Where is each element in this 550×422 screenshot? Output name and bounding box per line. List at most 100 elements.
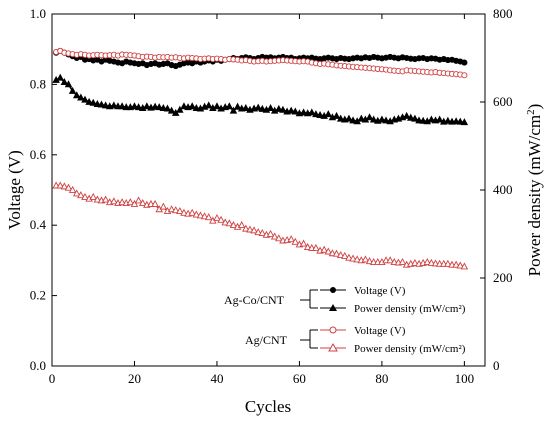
data-point bbox=[138, 199, 147, 207]
data-point bbox=[378, 115, 386, 123]
data-point bbox=[398, 258, 407, 266]
data-point bbox=[159, 104, 168, 112]
data-point bbox=[217, 215, 225, 223]
data-point bbox=[237, 221, 246, 229]
y-tick-label-right: 0 bbox=[493, 358, 500, 373]
data-point bbox=[192, 210, 201, 218]
data-point bbox=[242, 104, 250, 112]
data-point bbox=[159, 202, 168, 210]
data-point bbox=[143, 102, 151, 110]
x-tick-label: 80 bbox=[375, 371, 388, 386]
data-point bbox=[110, 101, 118, 109]
legend-entry-3: Voltage (V) bbox=[354, 325, 406, 337]
data-point bbox=[134, 103, 143, 111]
data-point bbox=[452, 260, 460, 268]
data-point bbox=[68, 185, 77, 193]
data-point bbox=[415, 116, 423, 124]
data-point bbox=[167, 205, 176, 213]
y-tick-label-left: 1.0 bbox=[30, 6, 46, 21]
data-point bbox=[93, 100, 102, 108]
y-tick-label-left: 0.6 bbox=[30, 147, 47, 162]
data-point bbox=[118, 198, 126, 206]
data-point bbox=[345, 253, 353, 261]
data-point bbox=[101, 101, 110, 109]
data-point bbox=[369, 115, 378, 123]
data-point bbox=[431, 259, 440, 267]
data-point bbox=[291, 107, 300, 115]
data-point bbox=[68, 86, 77, 94]
data-point bbox=[93, 195, 102, 203]
data-point bbox=[460, 262, 469, 270]
data-point bbox=[81, 95, 89, 103]
data-point bbox=[171, 206, 180, 214]
legend-marker-4 bbox=[328, 342, 338, 352]
data-point bbox=[349, 116, 357, 124]
data-point bbox=[213, 214, 221, 222]
data-point bbox=[85, 97, 93, 105]
data-point bbox=[316, 111, 324, 119]
data-point bbox=[56, 181, 64, 189]
data-point bbox=[456, 117, 465, 125]
data-point bbox=[287, 235, 295, 243]
data-point bbox=[89, 98, 97, 106]
data-point bbox=[456, 261, 465, 269]
data-point bbox=[427, 115, 436, 123]
data-point bbox=[353, 255, 361, 263]
data-point bbox=[435, 115, 444, 123]
data-point bbox=[204, 101, 213, 109]
data-point bbox=[419, 116, 427, 124]
data-point bbox=[101, 195, 110, 203]
data-point bbox=[64, 183, 73, 191]
data-point bbox=[312, 110, 320, 118]
y-tick-label-left: 0.8 bbox=[30, 76, 46, 91]
legend-group-label-2: Ag/CNT bbox=[245, 333, 288, 347]
data-point bbox=[81, 192, 89, 200]
data-point bbox=[200, 212, 209, 220]
data-point bbox=[328, 249, 337, 257]
data-point bbox=[270, 232, 279, 240]
x-tick-label: 0 bbox=[49, 371, 56, 386]
data-point bbox=[254, 103, 262, 111]
legend-marker-1 bbox=[330, 287, 336, 293]
data-point bbox=[130, 199, 139, 207]
data-point bbox=[97, 100, 106, 108]
data-point bbox=[349, 254, 357, 262]
data-point bbox=[233, 102, 242, 110]
data-point bbox=[72, 189, 81, 197]
ticks: 0 20 40 60 80 100 0.0 0.2 0.4 0.6 0.8 1.0 0 200 400 600… bbox=[30, 6, 513, 386]
data-point bbox=[279, 105, 287, 113]
data-point bbox=[332, 249, 341, 257]
y-tick-label-left: 0.2 bbox=[30, 288, 46, 303]
data-point bbox=[77, 191, 85, 199]
data-point bbox=[275, 104, 283, 112]
legend-entry-1: Voltage (V) bbox=[354, 285, 406, 297]
data-point bbox=[341, 251, 349, 259]
data-point bbox=[250, 226, 258, 234]
x-tick-label: 40 bbox=[210, 371, 223, 386]
data-point bbox=[89, 192, 97, 200]
legend-bracket-1 bbox=[300, 289, 318, 309]
data-point bbox=[155, 103, 163, 111]
data-point bbox=[196, 211, 205, 219]
data-point bbox=[126, 198, 135, 206]
data-point bbox=[303, 243, 312, 251]
y-axis-left-title: Voltage (V) bbox=[5, 150, 24, 229]
data-point bbox=[176, 206, 184, 214]
data-point bbox=[411, 258, 419, 266]
data-point bbox=[118, 102, 126, 110]
data-point bbox=[345, 114, 353, 122]
data-point bbox=[134, 196, 143, 204]
data-point bbox=[324, 247, 333, 255]
data-point bbox=[461, 72, 468, 79]
data-point bbox=[336, 250, 345, 258]
data-point bbox=[246, 225, 254, 233]
legend-entry-4: Power density (mW/cm²) bbox=[354, 343, 466, 355]
y-tick-label-right: 600 bbox=[493, 94, 513, 109]
data-point bbox=[291, 237, 300, 245]
data-point bbox=[312, 243, 320, 251]
data-marks bbox=[52, 47, 469, 270]
x-tick-label: 100 bbox=[455, 371, 475, 386]
data-point bbox=[308, 108, 316, 116]
x-axis-title: Cycles bbox=[245, 397, 291, 416]
